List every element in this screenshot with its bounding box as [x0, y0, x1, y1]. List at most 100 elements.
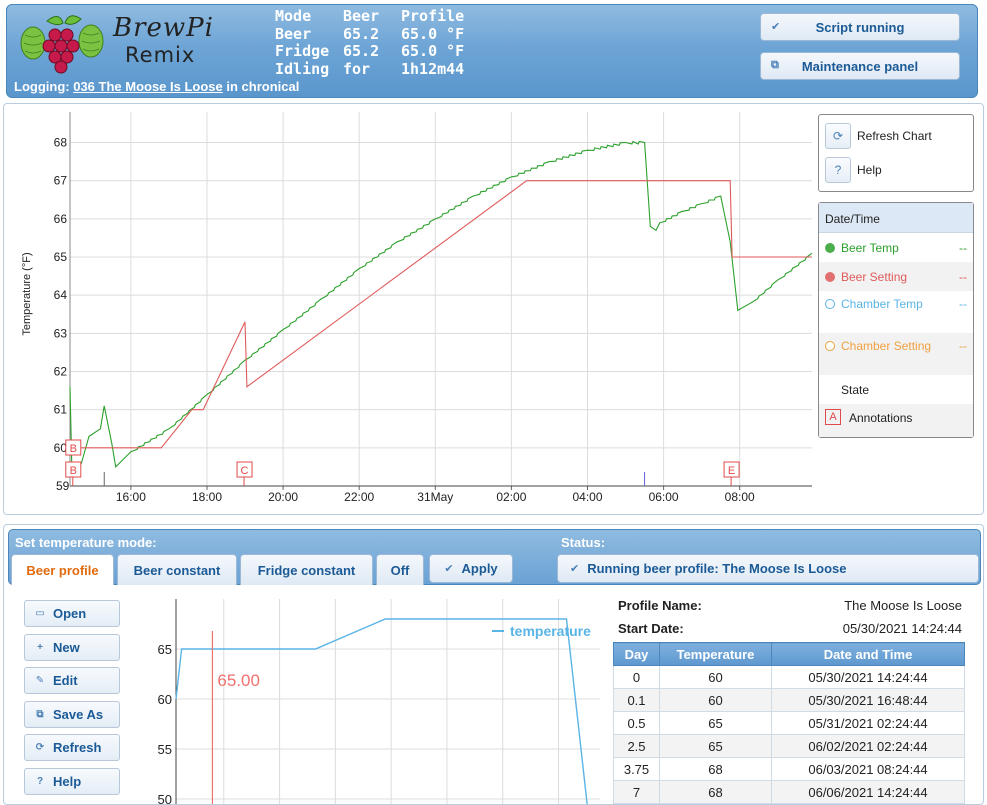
profile-name-label: Profile Name:: [618, 598, 702, 613]
y-tick-label: 68: [54, 136, 68, 150]
table-cell: 0.5: [613, 711, 660, 735]
x-tick-label: 16:00: [116, 490, 146, 504]
y-tick-label: 61: [54, 403, 68, 417]
table-cell: 60: [659, 665, 772, 689]
logging-brew-link[interactable]: 036 The Moose Is Loose: [73, 79, 223, 94]
status-row: Mode Beer Profile: [275, 7, 521, 26]
refresh-chart-label: Refresh Chart: [857, 129, 932, 143]
table-cell: 05/30/2021 14:24:44: [771, 665, 965, 689]
legend-item-state[interactable]: State: [819, 375, 973, 404]
checkmark-icon: ✔: [570, 563, 580, 575]
table-row[interactable]: 0.5 65 05/31/2021 02:24:44: [613, 711, 965, 735]
y-tick-label: 64: [54, 288, 68, 302]
profile-chart[interactable]: 50 55 60 65 65.00 temperature: [144, 591, 604, 805]
new-window-icon: ⧉: [771, 59, 779, 71]
legend-item-beer-setting[interactable]: Beer Setting --: [819, 262, 973, 291]
table-cell: 05/30/2021 16:48:44: [771, 688, 965, 712]
apply-button[interactable]: ✔ Apply: [429, 554, 513, 583]
y-tick-label: 63: [54, 326, 68, 340]
annotation-letter: B: [70, 465, 77, 477]
table-cell: 06/02/2021 02:24:44: [771, 734, 965, 758]
annotation-letter: E: [728, 465, 735, 477]
legend-swatch-icon: [825, 243, 835, 253]
status-text: Running beer profile: The Moose Is Loose: [587, 561, 847, 576]
status-row: Idling for 1h12m44: [275, 59, 521, 79]
status-cell: Profile: [401, 7, 465, 25]
legend-dash: --: [959, 339, 967, 353]
legend-item-annotations[interactable]: A Annotations: [819, 404, 973, 437]
status-cell: 65.0 °F: [401, 42, 465, 60]
tab-off[interactable]: Off: [376, 554, 424, 585]
y-tick-label: 66: [54, 212, 68, 226]
tab-beer-constant[interactable]: Beer constant: [117, 554, 237, 585]
tab-beer-profile[interactable]: Beer profile: [11, 554, 114, 585]
table-cell: 3.75: [613, 757, 660, 781]
temperature-control-panel: Set temperature mode: Status: Beer profi…: [3, 524, 984, 805]
series-line-temperature: [175, 618, 588, 804]
table-cell: 0: [613, 665, 660, 689]
help-icon: ?: [36, 775, 44, 787]
status-cell: Beer: [343, 7, 380, 25]
logo-text-brewpi: BrewPi: [113, 13, 214, 43]
refresh-icon: ⟳: [832, 129, 844, 143]
table-row[interactable]: 7 68 06/06/2021 14:24:44: [613, 780, 965, 804]
open-profile-button[interactable]: ▭ Open: [24, 600, 120, 627]
legend-item-beer-temp[interactable]: Beer Temp --: [819, 233, 973, 262]
profile-name-value: The Moose Is Loose: [844, 598, 962, 613]
table-cell: 05/31/2021 02:24:44: [771, 711, 965, 735]
y-tick-label: 60: [158, 692, 172, 707]
help-profile-button[interactable]: ? Help: [24, 767, 120, 795]
maintenance-panel-button[interactable]: ⧉ Maintenance panel: [760, 52, 960, 80]
legend-item-chamber-temp[interactable]: Chamber Temp --: [819, 291, 973, 333]
legend-swatch-icon: [825, 299, 835, 309]
x-tick-label: 18:00: [192, 490, 222, 504]
status-cell: 65.2: [343, 24, 380, 43]
y-tick-label: 65: [54, 250, 68, 264]
profile-button-label: New: [53, 639, 80, 655]
table-row[interactable]: 0.1 60 05/30/2021 16:48:44: [613, 688, 965, 712]
legend-dash: --: [959, 297, 967, 311]
y-tick-label: 59: [56, 479, 70, 493]
status-cell: for: [343, 59, 371, 78]
refresh-profile-button[interactable]: ⟳ Refresh: [24, 734, 120, 761]
script-running-button[interactable]: ✔ Script running: [760, 13, 960, 41]
table-header[interactable]: Day: [613, 642, 660, 666]
edit-profile-button[interactable]: ✎ Edit: [24, 667, 120, 694]
table-header[interactable]: Temperature: [659, 642, 772, 666]
legend-label: Annotations: [849, 411, 913, 425]
chart-controls-box: ⟳ Refresh Chart ? Help: [818, 114, 974, 192]
legend-label: Chamber Temp: [841, 297, 923, 311]
legend-dash: --: [959, 241, 967, 255]
tab-fridge-constant[interactable]: Fridge constant: [240, 554, 373, 585]
beer-log-chart[interactable]: 16:00 18:00 20:00 22:00 31May 02:00 04:00 06:00…: [4, 104, 816, 512]
new-profile-button[interactable]: + New: [24, 633, 120, 661]
table-row[interactable]: 2.5 65 06/02/2021 02:24:44: [613, 734, 965, 758]
plus-icon: +: [37, 641, 43, 653]
set-mode-title: Set temperature mode:: [15, 535, 157, 550]
profile-button-label: Save As: [53, 706, 104, 722]
save-as-profile-button[interactable]: ⧉ Save As: [24, 700, 120, 728]
legend-swatch-icon: [825, 272, 835, 282]
profile-button-label: Open: [53, 606, 87, 621]
table-cell: 06/03/2021 08:24:44: [771, 757, 965, 781]
copy-icon: ⧉: [36, 708, 44, 720]
profile-button-label: Help: [53, 773, 82, 789]
status-cell: 65.2: [343, 42, 380, 60]
logging-suffix: in chronical: [226, 79, 300, 94]
table-header[interactable]: Date and Time: [771, 642, 965, 666]
legend-item-chamber-setting[interactable]: Chamber Setting --: [819, 333, 973, 375]
folder-icon: ▭: [35, 608, 45, 619]
chart-help-button[interactable]: ?: [825, 157, 851, 183]
table-row[interactable]: 3.75 68 06/03/2021 08:24:44: [613, 757, 965, 781]
refresh-chart-button[interactable]: ⟳: [825, 123, 851, 149]
table-row[interactable]: 0 60 05/30/2021 14:24:44: [613, 665, 965, 689]
legend-label: Beer Setting: [841, 270, 908, 284]
table-cell: 06/06/2021 14:24:44: [771, 780, 965, 804]
logging-line: Logging: 036 The Moose Is Loose in chron…: [14, 79, 299, 94]
table-cell: 2.5: [613, 734, 660, 758]
legend-dash: --: [959, 270, 967, 284]
x-tick-label: 31May: [417, 490, 453, 504]
x-tick-label: 02:00: [496, 490, 526, 504]
status-cell: Idling: [275, 59, 330, 78]
maintenance-panel-label: Maintenance panel: [801, 58, 919, 74]
